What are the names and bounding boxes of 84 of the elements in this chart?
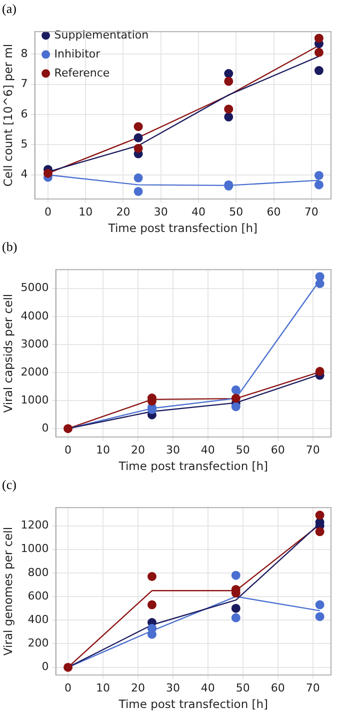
chart-title: (a) <box>1 0 18 18</box>
point <box>314 180 324 190</box>
chart-title: (c) <box>1 476 18 494</box>
x-tick-label: 60 <box>266 205 281 218</box>
point <box>231 613 240 622</box>
point <box>314 34 324 43</box>
x-tick-label: 10 <box>78 205 93 218</box>
y-tick-label: 4 <box>20 168 28 181</box>
y-tick-label: 6 <box>20 107 28 120</box>
y-tick-label: 600 <box>28 589 49 602</box>
point <box>64 662 73 672</box>
x-tick-label: 70 <box>304 205 318 218</box>
y-axis-title: Viral capsids per cell <box>0 294 15 413</box>
point <box>147 572 156 581</box>
point <box>224 76 234 86</box>
y-tick-label: 7 <box>20 77 28 90</box>
point <box>147 600 156 610</box>
x-tick-label: 10 <box>96 681 110 694</box>
x-tick-label: 30 <box>154 205 168 218</box>
x-tick-label: 10 <box>96 443 110 456</box>
y-tick-label: 200 <box>28 636 49 650</box>
y-axis-title: Viral genomes per cell <box>0 526 15 656</box>
y-tick-label: 400 <box>28 613 49 626</box>
x-tick-label: 70 <box>306 681 320 694</box>
point <box>314 170 324 180</box>
y-tick-label: 1000 <box>20 393 49 406</box>
legend-label: Supplementation <box>54 28 149 42</box>
y-tick-label: 1000 <box>20 542 49 556</box>
point <box>224 69 234 78</box>
point <box>231 394 240 403</box>
point <box>231 604 240 613</box>
x-tick-label: 20 <box>116 205 130 218</box>
point <box>224 112 234 122</box>
point <box>315 510 324 520</box>
point <box>314 66 324 76</box>
y-tick-label: 0 <box>42 421 49 434</box>
x-axis-title: Time post transfection [h] <box>118 697 268 712</box>
x-tick-label: 20 <box>130 681 145 694</box>
x-tick-label: 70 <box>306 443 320 456</box>
y-tick-label: 8 <box>20 47 28 60</box>
y-tick-label: 1200 <box>20 518 49 532</box>
point <box>43 168 52 178</box>
x-tick-label: 60 <box>270 443 285 456</box>
point <box>314 48 324 57</box>
x-tick-label: 60 <box>270 681 285 694</box>
x-tick-label: 50 <box>236 681 250 694</box>
x-tick-label: 20 <box>130 443 145 456</box>
point <box>134 144 143 153</box>
point <box>315 527 324 536</box>
x-tick-label: 50 <box>229 205 244 218</box>
x-axis-title: Time post transfection [h] <box>118 459 268 474</box>
point <box>315 600 324 610</box>
point <box>315 612 324 622</box>
legend-label: Inhibitor <box>54 47 101 60</box>
point <box>134 173 143 182</box>
y-tick-label: 5000 <box>20 281 49 294</box>
x-tick-label: 50 <box>236 443 250 456</box>
x-tick-label: 40 <box>200 443 215 456</box>
x-tick-label: 30 <box>166 681 180 694</box>
y-tick-label: 3000 <box>20 337 49 350</box>
chart-title: (b) <box>1 238 18 256</box>
point <box>315 366 324 376</box>
point <box>231 402 240 412</box>
y-tick-label: 2000 <box>20 365 49 378</box>
point <box>231 570 240 580</box>
x-tick-label: 30 <box>166 443 180 456</box>
point <box>224 104 234 114</box>
y-tick-label: 4000 <box>20 309 49 322</box>
x-tick-label: 40 <box>200 681 215 694</box>
legend-label: Reference <box>54 66 110 80</box>
y-tick-label: 0 <box>42 660 49 674</box>
x-axis-title: Time post transfection [h] <box>107 221 258 236</box>
point <box>315 279 324 288</box>
x-tick-label: 0 <box>64 443 72 456</box>
point <box>231 385 240 394</box>
point <box>134 186 143 196</box>
x-tick-label: 0 <box>64 681 72 694</box>
point <box>64 424 73 434</box>
y-tick-label: 5 <box>20 138 28 151</box>
x-tick-label: 40 <box>192 205 206 218</box>
y-tick-label: 800 <box>28 566 49 579</box>
y-axis-title: Cell count [10^6] per ml <box>0 44 15 187</box>
point <box>134 122 143 132</box>
point <box>134 133 143 142</box>
